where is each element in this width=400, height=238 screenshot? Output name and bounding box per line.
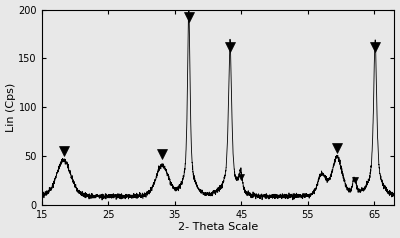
X-axis label: 2- Theta Scale: 2- Theta Scale	[178, 223, 258, 233]
Y-axis label: Lin (Cps): Lin (Cps)	[6, 83, 16, 132]
